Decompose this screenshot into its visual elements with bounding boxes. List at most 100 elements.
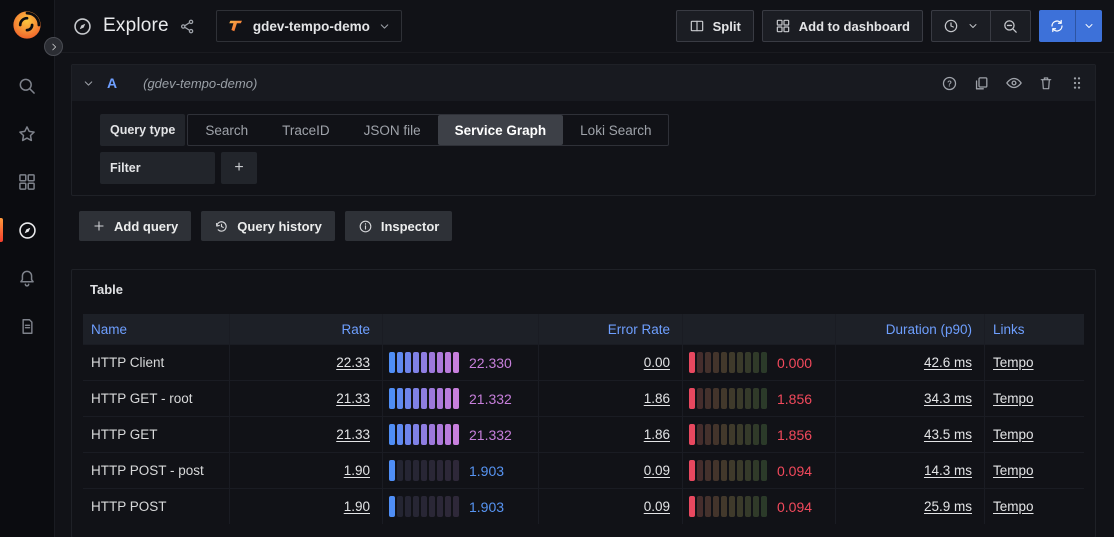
add-query-button[interactable]: Add query — [79, 211, 192, 241]
query-datasource-hint: (gdev-tempo-demo) — [143, 75, 258, 91]
collapse-query-icon[interactable] — [82, 77, 95, 90]
tempo-link[interactable]: Tempo — [993, 463, 1034, 478]
service-name-cell: HTTP GET — [83, 417, 229, 452]
rate-gauge-value: 1.903 — [469, 462, 505, 479]
duration-cell: 42.6 ms — [836, 345, 984, 380]
sidebar-item-alerting[interactable] — [0, 268, 54, 288]
plus-icon — [94, 221, 104, 231]
chevron-down-icon — [378, 20, 391, 33]
rate-bar-gauge — [389, 460, 459, 481]
toggle-visibility-icon[interactable] — [1005, 74, 1023, 92]
refresh-button[interactable] — [1039, 10, 1075, 42]
duplicate-query-icon[interactable] — [973, 75, 990, 92]
error-rate-link[interactable]: 0.09 — [643, 499, 670, 514]
rate-link[interactable]: 21.33 — [336, 391, 370, 406]
error-gauge-cell: 1.856 — [683, 417, 835, 452]
duration-link[interactable]: 34.3 ms — [923, 391, 972, 406]
query-type-label: Query type — [100, 114, 186, 146]
zoom-out-button[interactable] — [990, 11, 1030, 41]
refresh-icon — [1051, 19, 1063, 33]
links-cell: Tempo — [985, 453, 1084, 488]
column-header-error-gauge[interactable] — [683, 314, 835, 344]
sidebar-item-explore[interactable] — [0, 218, 54, 242]
chevron-right-icon — [51, 43, 56, 50]
rate-link[interactable]: 22.33 — [336, 355, 370, 370]
sidebar-item-search[interactable] — [0, 76, 54, 96]
search-icon — [19, 78, 35, 94]
time-picker-group — [931, 10, 1031, 42]
rate-bar-gauge — [389, 496, 459, 517]
error-bar-gauge — [689, 460, 767, 481]
sidebar-item-starred[interactable] — [0, 124, 54, 144]
time-picker-button[interactable] — [932, 11, 990, 41]
rate-link[interactable]: 21.33 — [336, 427, 370, 442]
add-filter-button[interactable]: + — [221, 152, 257, 184]
tempo-link[interactable]: Tempo — [993, 427, 1034, 442]
apps-grid-icon — [19, 174, 35, 190]
duration-cell: 25.9 ms — [836, 489, 984, 524]
column-header-error-rate[interactable]: Error Rate — [539, 314, 682, 344]
add-query-label: Add query — [114, 218, 179, 234]
error-rate-link[interactable]: 1.86 — [643, 391, 670, 406]
service-name-cell: HTTP Client — [83, 345, 229, 380]
error-gauge-cell: 0.094 — [683, 453, 835, 488]
sidebar-expand-button[interactable] — [44, 37, 63, 56]
tempo-link[interactable]: Tempo — [993, 355, 1034, 370]
error-rate-link[interactable]: 0.00 — [643, 355, 670, 370]
rate-link[interactable]: 1.90 — [343, 499, 370, 514]
error-rate-link[interactable]: 1.86 — [643, 427, 670, 442]
query-type-json-file[interactable]: JSON file — [363, 122, 421, 138]
error-gauge-cell: 0.094 — [683, 489, 835, 524]
query-ref-id[interactable]: A — [107, 75, 118, 91]
links-cell: Tempo — [985, 381, 1084, 416]
query-type-search[interactable]: Search — [205, 122, 249, 138]
drag-handle-icon[interactable] — [1069, 75, 1085, 91]
error-bar-gauge — [689, 352, 767, 373]
duration-link[interactable]: 42.6 ms — [923, 355, 972, 370]
duration-link[interactable]: 14.3 ms — [923, 463, 972, 478]
links-cell: Tempo — [985, 417, 1084, 452]
column-header-links[interactable]: Links — [985, 314, 1084, 344]
filter-label: Filter — [100, 152, 215, 184]
sidebar-nav — [0, 53, 54, 336]
sidebar-item-apps[interactable] — [0, 172, 54, 192]
delete-query-icon[interactable] — [1038, 75, 1054, 91]
query-type-traceid[interactable]: TraceID — [282, 122, 330, 138]
query-row-header[interactable]: A (gdev-tempo-demo) ? — [72, 65, 1095, 101]
error-gauge-value: 0.094 — [777, 462, 813, 479]
query-history-label: Query history — [237, 218, 322, 234]
clock-icon — [944, 19, 958, 33]
rate-bar-gauge — [389, 424, 459, 445]
duration-link[interactable]: 43.5 ms — [923, 427, 972, 442]
query-type-service-graph[interactable]: Service Graph — [437, 115, 564, 145]
split-button[interactable]: Split — [675, 10, 754, 42]
duration-link[interactable]: 25.9 ms — [923, 499, 972, 514]
tempo-link[interactable]: Tempo — [993, 391, 1034, 406]
error-rate-link[interactable]: 0.09 — [643, 463, 670, 478]
query-history-button[interactable]: Query history — [201, 211, 335, 241]
rate-link[interactable]: 1.90 — [343, 463, 370, 478]
rate-gauge-cell: 22.330 — [383, 345, 538, 380]
column-header-duration[interactable]: Duration (p90) — [836, 314, 984, 344]
rate-gauge-cell: 1.903 — [383, 453, 538, 488]
help-icon[interactable]: ? — [941, 75, 958, 92]
grafana-logo[interactable] — [0, 0, 54, 53]
refresh-interval-dropdown[interactable] — [1075, 10, 1102, 42]
query-type-loki-search[interactable]: Loki Search — [580, 122, 652, 138]
datasource-picker[interactable]: gdev-tempo-demo — [215, 10, 402, 42]
duration-cell: 34.3 ms — [836, 381, 984, 416]
column-header-rate-gauge[interactable] — [383, 314, 538, 344]
share-icon[interactable] — [179, 18, 196, 35]
service-name-cell: HTTP POST - post — [83, 453, 229, 488]
error-bar-gauge — [689, 388, 767, 409]
inspector-button[interactable]: Inspector — [344, 211, 453, 241]
column-header-rate[interactable]: Rate — [230, 314, 382, 344]
error-gauge-value: 0.000 — [777, 354, 813, 371]
tempo-link[interactable]: Tempo — [993, 499, 1034, 514]
error-rate-value-cell: 1.86 — [539, 417, 682, 452]
sidebar-item-docs[interactable] — [0, 316, 54, 336]
error-rate-value-cell: 0.09 — [539, 489, 682, 524]
error-gauge-cell: 0.000 — [683, 345, 835, 380]
column-header-name[interactable]: Name — [83, 314, 229, 344]
add-to-dashboard-button[interactable]: Add to dashboard — [761, 10, 923, 42]
